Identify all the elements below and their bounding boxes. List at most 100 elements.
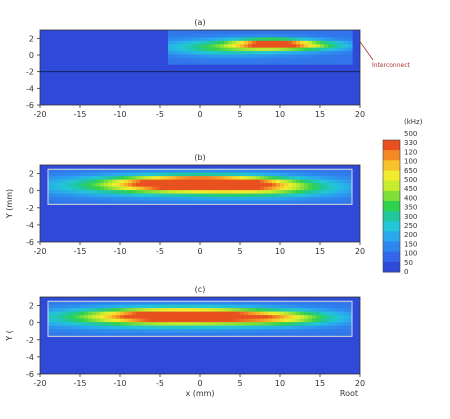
heat-cell — [308, 36, 313, 41]
heat-cell — [100, 200, 105, 205]
heat-cell — [184, 53, 189, 58]
heat-cell — [172, 50, 177, 55]
heat-cell — [220, 325, 225, 330]
heat-cell — [216, 193, 221, 198]
heat-cell — [144, 314, 149, 319]
heat-cell — [72, 325, 77, 330]
heat-cell — [316, 30, 321, 35]
heat-cell — [220, 30, 225, 35]
heat-cell — [240, 179, 245, 184]
heat-cell — [56, 318, 61, 323]
heat-cell — [64, 321, 69, 326]
heat-cell — [284, 50, 289, 55]
heat-cell — [132, 186, 137, 191]
heat-cell — [312, 53, 317, 58]
heat-cell — [236, 60, 241, 65]
heat-cell — [192, 200, 197, 205]
heat-cell — [204, 43, 209, 48]
heat-cell — [60, 311, 65, 316]
heat-cell — [296, 200, 301, 205]
heat-cell — [300, 50, 305, 55]
heat-cell — [264, 57, 269, 62]
heat-cell — [188, 196, 193, 201]
heat-cell — [296, 304, 301, 309]
heat-cell — [328, 311, 333, 316]
heat-cell — [132, 304, 137, 309]
heat-cell — [232, 172, 237, 177]
heat-cell — [160, 321, 165, 326]
heat-cell — [120, 300, 125, 305]
heat-cell — [136, 172, 141, 177]
heat-cell — [344, 189, 349, 194]
heat-cell — [144, 189, 149, 194]
heat-cell — [208, 332, 213, 337]
heat-cell — [188, 30, 193, 35]
heat-cell — [128, 325, 133, 330]
colorbar-tick-label: 400 — [404, 194, 417, 202]
heat-cell — [296, 307, 301, 312]
heat-cell — [328, 189, 333, 194]
heat-cell — [304, 325, 309, 330]
heat-cell — [328, 321, 333, 326]
heat-cell — [216, 189, 221, 194]
heat-cell — [268, 33, 273, 38]
heat-cell — [244, 175, 249, 180]
heat-cell — [340, 50, 345, 55]
heat-cell — [88, 332, 93, 337]
heat-cell — [344, 175, 349, 180]
heat-cell — [196, 179, 201, 184]
heat-cell — [320, 53, 325, 58]
heat-cell — [244, 200, 249, 205]
colorbar-title: (kHz) — [404, 118, 423, 126]
heat-cell — [196, 328, 201, 333]
heat-cell — [200, 311, 205, 316]
heat-cell — [240, 186, 245, 191]
heat-cell — [336, 196, 341, 201]
heat-cell — [180, 328, 185, 333]
heat-cell — [80, 325, 85, 330]
heat-cell — [232, 307, 237, 312]
heat-cell — [116, 182, 121, 187]
heat-cell — [128, 300, 133, 305]
heat-cell — [240, 332, 245, 337]
heat-cell — [316, 186, 321, 191]
heat-cell — [192, 172, 197, 177]
heat-cell — [152, 196, 157, 201]
heat-cell — [312, 300, 317, 305]
heat-cell — [340, 200, 345, 205]
heat-cell — [204, 179, 209, 184]
heat-cell — [164, 175, 169, 180]
heat-cell — [244, 311, 249, 316]
heat-cell — [240, 175, 245, 180]
heat-cell — [292, 30, 297, 35]
heat-cell — [280, 196, 285, 201]
heat-cell — [108, 311, 113, 316]
heat-cell — [336, 300, 341, 305]
heat-cell — [264, 318, 269, 323]
heat-cell — [96, 196, 101, 201]
heat-cell — [340, 60, 345, 65]
heat-cell — [276, 332, 281, 337]
heat-cell — [96, 332, 101, 337]
heat-cell — [316, 47, 321, 52]
heat-cell — [336, 40, 341, 45]
heat-cell — [236, 311, 241, 316]
heat-cell — [156, 168, 161, 173]
annotation-leader-line — [359, 41, 374, 61]
heat-cell — [336, 311, 341, 316]
heat-cell — [84, 325, 89, 330]
heat-cell — [348, 300, 353, 305]
heat-cell — [260, 307, 265, 312]
heat-cell — [196, 189, 201, 194]
heat-cell — [328, 314, 333, 319]
heat-cell — [204, 30, 209, 35]
heat-cell — [212, 50, 217, 55]
heat-cell — [344, 328, 349, 333]
heat-cell — [48, 318, 53, 323]
heat-cell — [240, 325, 245, 330]
heat-cell — [88, 314, 93, 319]
heat-cell — [204, 300, 209, 305]
heat-cell — [168, 50, 173, 55]
heat-cell — [156, 186, 161, 191]
heat-cell — [64, 175, 69, 180]
